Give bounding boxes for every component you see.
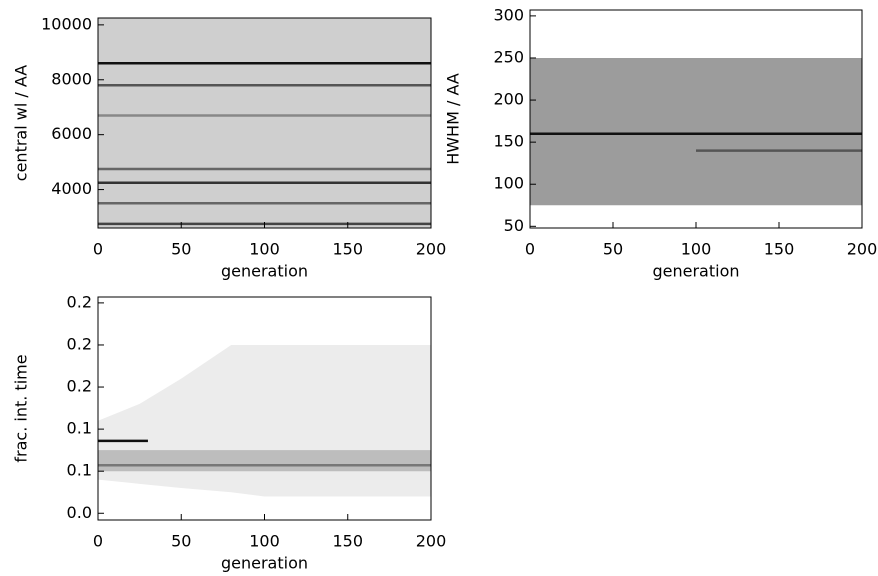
x-tick-label: 100 (249, 240, 280, 259)
x-tick-label: 50 (171, 532, 191, 551)
y-axis-label: central wl / AA (12, 65, 31, 181)
x-axis-label: generation (221, 262, 308, 281)
y-tick-label: 10000 (41, 14, 92, 33)
x-tick-label: 50 (603, 240, 623, 259)
y-tick-label: 0.1 (67, 461, 92, 480)
y-tick-label: 4000 (51, 179, 92, 198)
density-region (98, 18, 431, 228)
y-tick-label: 100 (493, 174, 524, 193)
y-tick-label: 200 (493, 90, 524, 109)
density-region (530, 57, 862, 206)
x-tick-label: 100 (681, 240, 712, 259)
y-tick-label: 300 (493, 5, 524, 24)
y-tick-label: 0.2 (67, 377, 92, 396)
x-axis-label: generation (652, 262, 739, 281)
x-axis-label: generation (221, 554, 308, 573)
y-tick-label: 6000 (51, 124, 92, 143)
x-tick-label: 200 (847, 240, 878, 259)
x-tick-label: 100 (249, 532, 280, 551)
density-region (98, 344, 431, 497)
x-tick-label: 0 (525, 240, 535, 259)
y-tick-label: 0.2 (67, 334, 92, 353)
x-tick-label: 0 (93, 532, 103, 551)
x-tick-label: 50 (171, 240, 191, 259)
y-tick-label: 0.2 (67, 292, 92, 311)
y-tick-label: 8000 (51, 69, 92, 88)
x-tick-label: 150 (332, 240, 363, 259)
x-tick-label: 200 (416, 240, 447, 259)
y-tick-label: 250 (493, 47, 524, 66)
y-tick-label: 0.1 (67, 419, 92, 438)
x-tick-label: 150 (764, 240, 795, 259)
y-tick-label: 0.0 (67, 503, 92, 522)
x-tick-label: 200 (416, 532, 447, 551)
density-region (98, 450, 431, 472)
y-axis-label: HWHM / AA (444, 73, 463, 165)
y-axis-label: frac. int. time (12, 354, 31, 462)
x-tick-label: 150 (332, 532, 363, 551)
y-tick-label: 150 (493, 132, 524, 151)
y-tick-label: 50 (504, 216, 524, 235)
x-tick-label: 0 (93, 240, 103, 259)
